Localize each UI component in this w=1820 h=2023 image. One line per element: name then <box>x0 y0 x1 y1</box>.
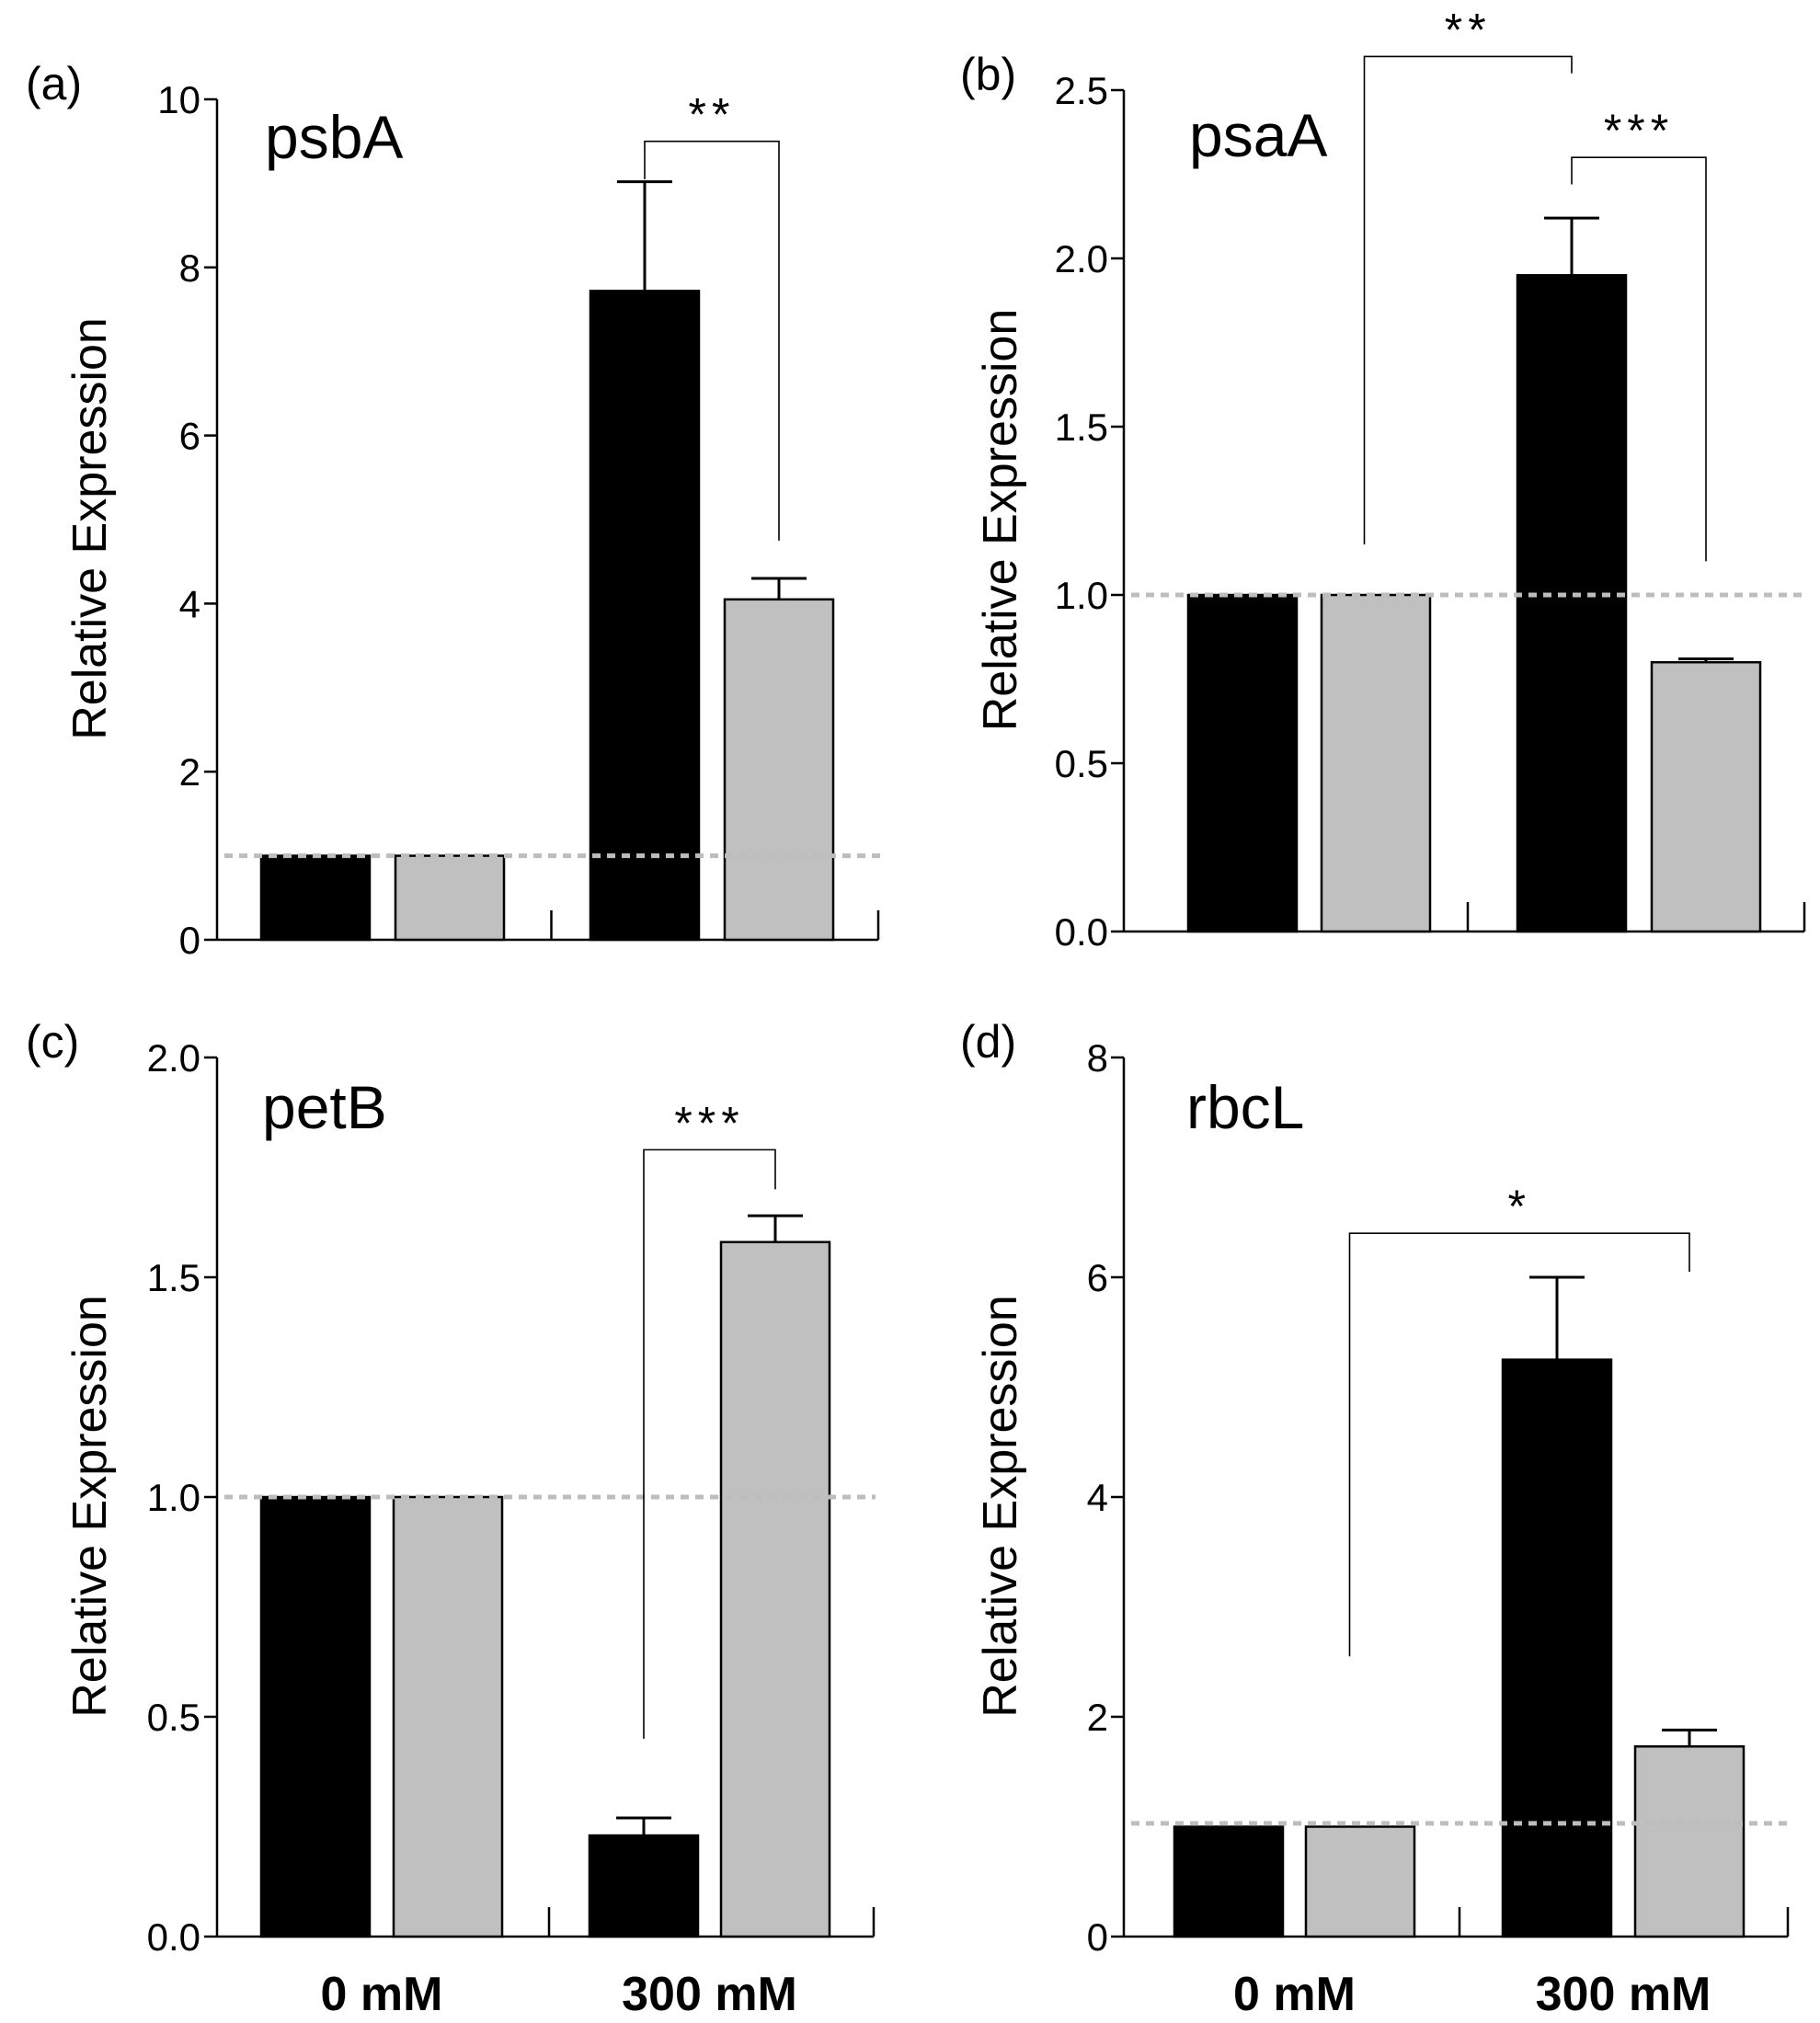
bar-black-300mM <box>589 290 701 942</box>
y-tick-label: 1.0 <box>147 1476 200 1519</box>
panel-psaA: 0.0 0.5 1.0 1.5 2.0 2.5 (b) psaA Relative Expres… <box>960 4 1806 954</box>
significance-label: * <box>1508 1181 1531 1232</box>
significance-label: *** <box>1604 105 1674 156</box>
bar-black-300mM <box>588 1834 700 1938</box>
bar-gray-300mM <box>1650 660 1762 933</box>
bar-black-300mM <box>1516 274 1628 933</box>
y-tick-label: 8 <box>179 246 200 290</box>
significance-bracket <box>643 1149 776 1739</box>
y-tick-label: 0.0 <box>1055 910 1108 954</box>
panel-label: (a) <box>26 58 82 109</box>
y-tick-label: 0.5 <box>147 1696 200 1739</box>
panel-label: (d) <box>960 1016 1016 1068</box>
panel-rbcL: 0 2 4 6 8 (d) rbcL Relative Expression 0 mM 300 m… <box>960 1016 1790 2021</box>
bar-gray-300mM <box>723 598 835 942</box>
significance-label: ** <box>1445 4 1492 55</box>
y-tick-label: 1.5 <box>1055 406 1108 449</box>
y-tick-label: 10 <box>157 78 200 121</box>
bar-black-0mM <box>1186 593 1299 933</box>
x-category-label: 0 mM <box>321 1968 443 2021</box>
y-axis-label: Relative Expression <box>974 1295 1027 1718</box>
y-tick-label: 8 <box>1087 1036 1108 1080</box>
panel-psbA: 0 2 4 6 8 10 (a) psbA Relative Expression ** <box>26 58 880 962</box>
y-tick-label: 6 <box>179 415 200 458</box>
bar-gray-300mM <box>719 1240 831 1938</box>
panel-label: (b) <box>960 49 1016 100</box>
bar-black-0mM <box>259 1495 372 1938</box>
y-tick-label: 2 <box>179 750 200 794</box>
gene-title: rbcL <box>1186 1073 1304 1141</box>
y-axis-label: Relative Expression <box>63 317 117 740</box>
y-tick-label: 1.5 <box>147 1256 200 1299</box>
bar-gray-0mM <box>1320 593 1432 933</box>
significance-label: *** <box>674 1097 744 1149</box>
y-axis-label: Relative Expression <box>974 309 1027 732</box>
x-category-label: 0 mM <box>1233 1968 1356 2021</box>
y-tick-label: 2.5 <box>1055 69 1108 112</box>
significance-label: ** <box>689 89 736 141</box>
x-category-label: 300 mM <box>1536 1968 1711 2021</box>
bar-gray-0mM <box>392 1495 504 1938</box>
y-tick-label: 0 <box>1087 1915 1108 1959</box>
y-tick-label: 2.0 <box>147 1036 200 1080</box>
y-axis-label: Relative Expression <box>63 1295 117 1718</box>
gene-title: psaA <box>1189 101 1327 169</box>
bar-gray-0mM <box>1304 1825 1416 1938</box>
bar-gray-0mM <box>394 854 506 942</box>
significance-bracket <box>1363 55 1573 545</box>
y-tick-label: 0.5 <box>1055 742 1108 785</box>
y-tick-label: 6 <box>1087 1256 1108 1299</box>
y-tick-label: 4 <box>179 582 200 625</box>
y-tick-label: 1.0 <box>1055 574 1108 617</box>
significance-bracket <box>1571 156 1707 562</box>
y-tick-label: 0 <box>179 919 200 962</box>
gene-title: petB <box>262 1073 387 1141</box>
bar-black-0mM <box>259 854 372 942</box>
y-tick-label: 0.0 <box>147 1915 200 1959</box>
y-tick-label: 2 <box>1087 1696 1108 1739</box>
x-category-label: 300 mM <box>622 1968 797 2021</box>
significance-bracket <box>644 140 780 541</box>
bar-black-0mM <box>1173 1825 1285 1938</box>
y-tick-label: 4 <box>1087 1476 1108 1519</box>
panel-label: (c) <box>26 1016 79 1068</box>
significance-bracket <box>1348 1232 1690 1657</box>
y-tick-label: 2.0 <box>1055 237 1108 280</box>
panel-petB: 0.0 0.5 1.0 1.5 2.0 (c) petB Relative Expressio… <box>26 1016 876 2021</box>
gene-title: psbA <box>265 103 403 171</box>
bar-black-300mM <box>1501 1358 1613 1938</box>
bar-gray-300mM <box>1633 1745 1746 1938</box>
